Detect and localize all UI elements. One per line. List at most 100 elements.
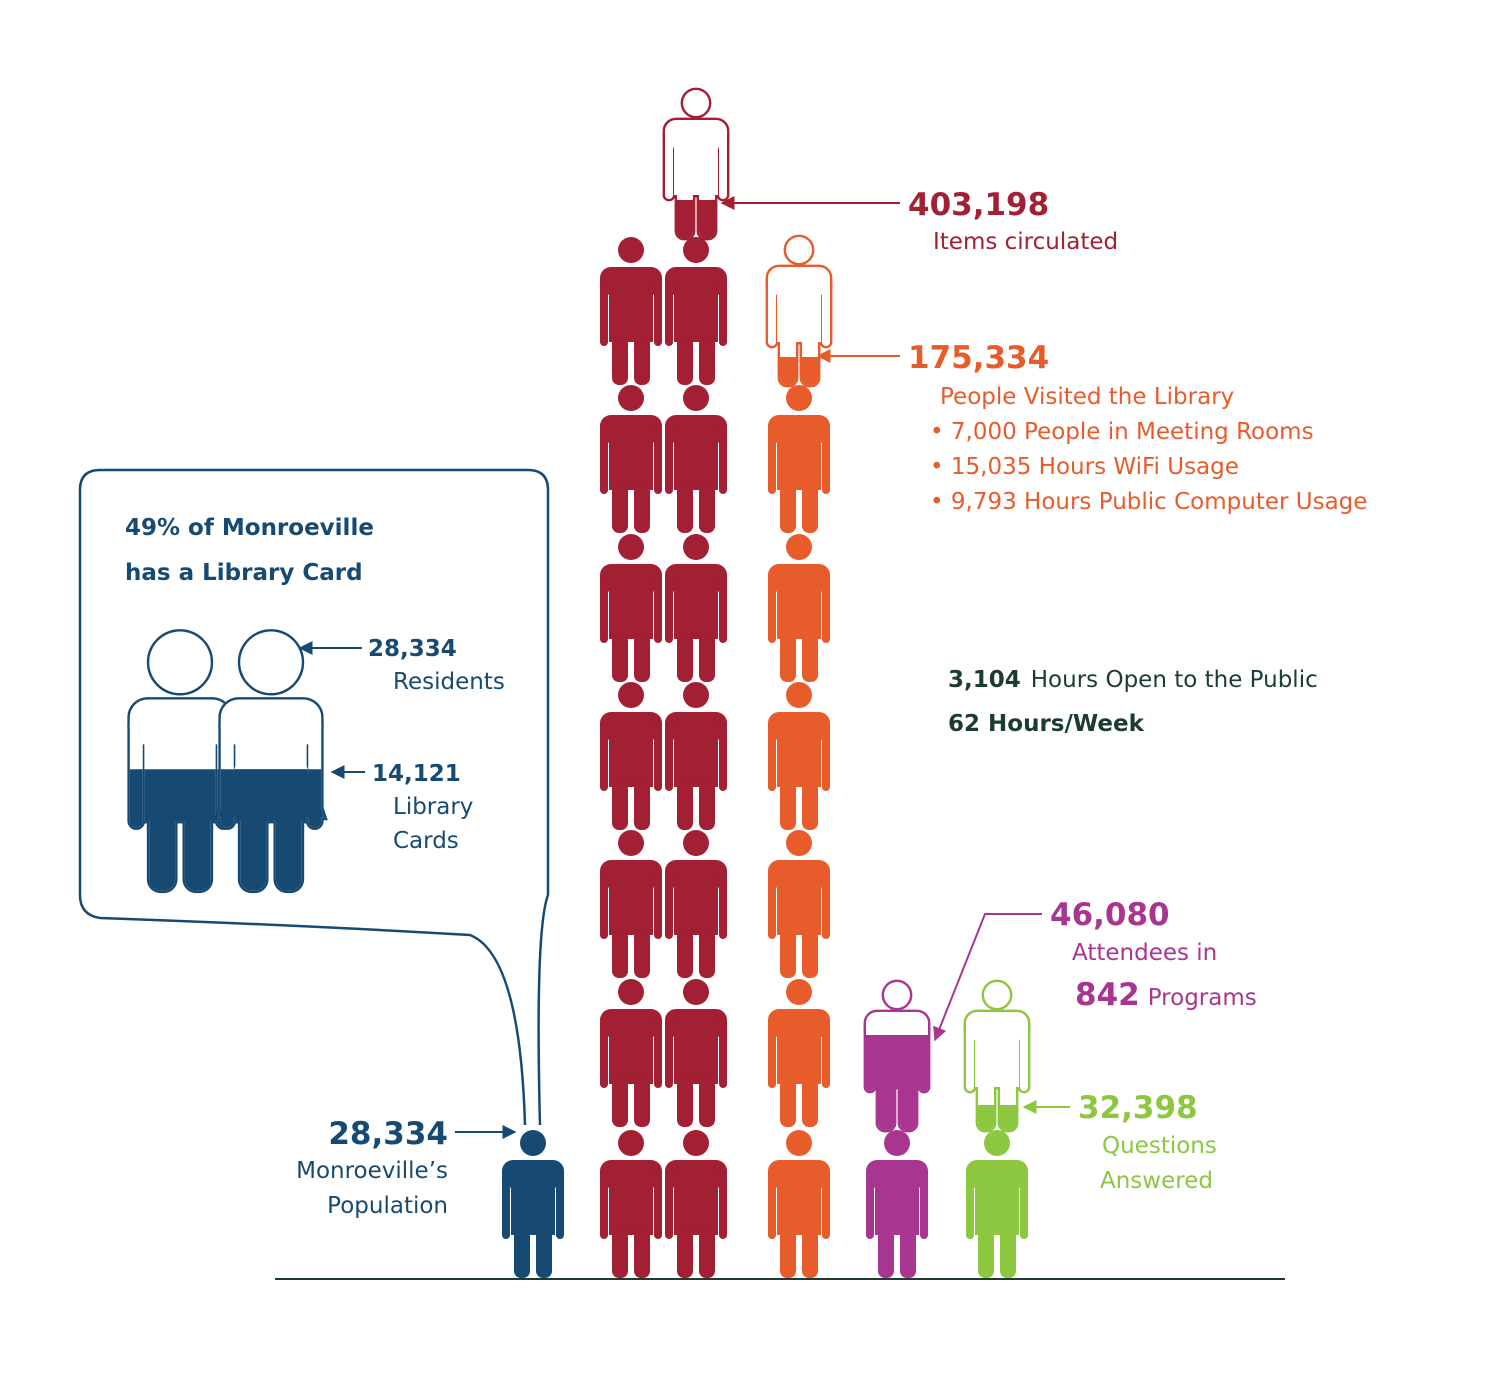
leg bbox=[780, 781, 796, 830]
leg bbox=[677, 1078, 693, 1127]
torso bbox=[609, 278, 653, 342]
person-icon bbox=[768, 534, 830, 682]
torso bbox=[609, 1171, 653, 1235]
head bbox=[240, 631, 302, 694]
stat-label: Library bbox=[393, 794, 473, 820]
arrow bbox=[933, 913, 1042, 1042]
leg bbox=[677, 633, 693, 682]
speech-bubble bbox=[78, 468, 550, 1126]
bubble-title: has a Library Card bbox=[125, 560, 363, 586]
leg bbox=[699, 1078, 715, 1127]
person-icon bbox=[665, 534, 727, 682]
head bbox=[786, 682, 812, 708]
torso bbox=[777, 575, 821, 639]
head bbox=[683, 90, 709, 116]
stat-label: Cards bbox=[393, 828, 459, 854]
torso bbox=[777, 426, 821, 490]
leg bbox=[1000, 1105, 1016, 1130]
arm bbox=[556, 1171, 564, 1239]
arm bbox=[665, 278, 673, 346]
torso bbox=[674, 723, 718, 787]
arm bbox=[654, 426, 662, 494]
arm bbox=[920, 1035, 928, 1091]
leg bbox=[802, 1078, 818, 1127]
torso bbox=[674, 426, 718, 490]
leg bbox=[802, 484, 818, 533]
person-icon bbox=[768, 1130, 830, 1278]
leg bbox=[699, 633, 715, 682]
torso bbox=[674, 278, 718, 342]
leg bbox=[780, 484, 796, 533]
head bbox=[786, 534, 812, 560]
arm bbox=[1020, 1171, 1028, 1239]
arm bbox=[822, 575, 830, 643]
leg bbox=[677, 781, 693, 830]
arm bbox=[866, 1171, 874, 1239]
leg bbox=[677, 1229, 693, 1278]
arm bbox=[719, 1171, 727, 1239]
stat-label: Answered bbox=[1100, 1168, 1213, 1194]
torso bbox=[975, 1023, 1019, 1087]
person-icon bbox=[600, 237, 662, 385]
leg bbox=[677, 929, 693, 978]
torso bbox=[609, 1020, 653, 1084]
arm bbox=[719, 278, 727, 346]
head bbox=[786, 237, 812, 263]
arm bbox=[920, 1171, 928, 1239]
torso bbox=[674, 871, 718, 935]
bullet: • 15,035 Hours WiFi Usage bbox=[930, 454, 1239, 480]
arm bbox=[822, 426, 830, 494]
head bbox=[884, 1130, 910, 1156]
leg bbox=[612, 929, 628, 978]
person-fill bbox=[780, 357, 818, 385]
torso bbox=[674, 131, 718, 195]
head bbox=[683, 830, 709, 856]
torso bbox=[511, 1171, 555, 1235]
head bbox=[618, 385, 644, 411]
arm bbox=[768, 1020, 776, 1088]
head bbox=[149, 631, 211, 694]
head bbox=[683, 385, 709, 411]
leg bbox=[612, 633, 628, 682]
arm bbox=[600, 426, 608, 494]
person-icon bbox=[600, 385, 662, 533]
person-icon bbox=[665, 1130, 727, 1278]
leg bbox=[780, 929, 796, 978]
head bbox=[618, 830, 644, 856]
leg bbox=[184, 811, 211, 891]
arm bbox=[768, 278, 776, 346]
leg bbox=[149, 811, 176, 891]
arm bbox=[600, 723, 608, 791]
leg bbox=[780, 1078, 796, 1127]
person-icon bbox=[214, 629, 328, 894]
arm bbox=[600, 575, 608, 643]
arm bbox=[665, 1171, 673, 1239]
head bbox=[618, 1130, 644, 1156]
arm bbox=[822, 1171, 830, 1239]
arm bbox=[719, 871, 727, 939]
leg bbox=[677, 484, 693, 533]
skirt bbox=[217, 769, 325, 818]
hours-line: 3,104 Hours Open to the Public bbox=[948, 667, 1318, 693]
arm bbox=[719, 1020, 727, 1088]
torso bbox=[777, 1171, 821, 1235]
bullet: • 7,000 People in Meeting Rooms bbox=[930, 419, 1314, 445]
stat-value: 46,080 bbox=[1050, 897, 1170, 933]
person-icon bbox=[665, 385, 727, 533]
leg bbox=[514, 1229, 530, 1278]
person-fill bbox=[217, 769, 325, 891]
leg bbox=[699, 929, 715, 978]
stat-label: People Visited the Library bbox=[940, 384, 1234, 410]
head bbox=[683, 979, 709, 1005]
arm bbox=[966, 1023, 974, 1091]
person-icon bbox=[665, 830, 727, 978]
stat-value: 32,398 bbox=[1078, 1090, 1198, 1126]
torso bbox=[875, 1035, 919, 1087]
stat-value: 175,334 bbox=[908, 340, 1049, 376]
leg bbox=[677, 200, 693, 238]
person-icon bbox=[662, 87, 730, 241]
arm bbox=[665, 1020, 673, 1088]
leg bbox=[612, 484, 628, 533]
person-icon bbox=[863, 979, 931, 1133]
